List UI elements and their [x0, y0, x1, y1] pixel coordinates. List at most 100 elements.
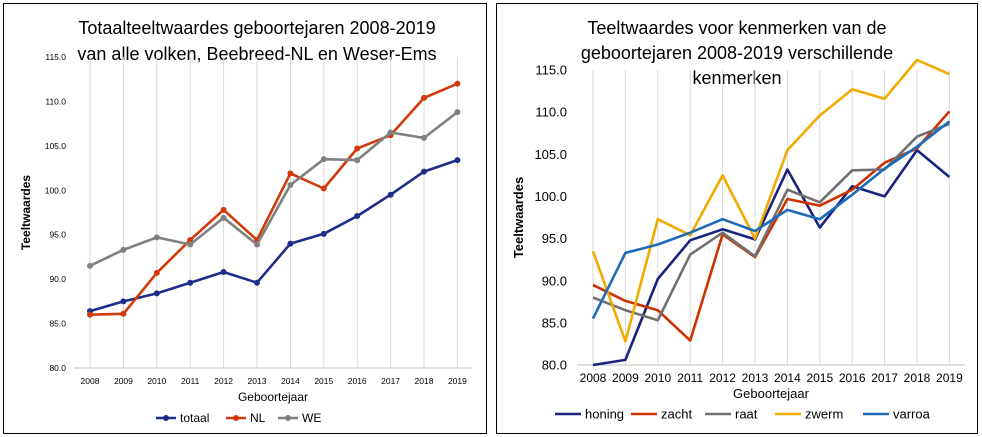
data-point-WE	[454, 109, 461, 116]
y-tick-label: 90.0	[49, 274, 66, 284]
x-axis-label: Geboortejaar	[238, 390, 308, 404]
x-tick-label: 2017	[871, 371, 898, 385]
data-point-WE	[87, 262, 93, 269]
y-tick-label: 115.0	[535, 63, 567, 78]
legend-label-honing: honing	[585, 407, 624, 422]
y-tick-label: 80.0	[49, 363, 66, 373]
data-point-totaal	[120, 298, 127, 305]
legend-label-NL: NL	[250, 411, 266, 425]
y-tick-label: 105.0	[45, 141, 67, 151]
y-tick-label: 100.0	[45, 185, 67, 195]
data-point-totaal	[153, 290, 160, 297]
x-tick-label: 2008	[81, 376, 100, 386]
data-point-totaal	[320, 230, 327, 237]
series-line-zacht	[592, 110, 951, 342]
x-tick-label: 2010	[644, 371, 671, 385]
line-chart-traits: Teeltwaardes voor kenmerken van de geboor…	[511, 18, 965, 422]
data-point-NL	[354, 145, 361, 152]
data-point-totaal	[421, 168, 427, 175]
x-tick-label: 2013	[742, 371, 769, 385]
data-point-WE	[120, 246, 127, 253]
y-axis-label: Teeltwaardes	[511, 177, 526, 258]
data-point-NL	[421, 94, 427, 101]
x-tick-label: 2014	[774, 371, 801, 385]
x-tick-label: 2009	[612, 371, 639, 385]
x-tick-label: 2015	[806, 371, 833, 385]
y-tick-label: 95.0	[542, 231, 567, 246]
y-tick-label: 105.0	[534, 147, 567, 162]
x-tick-label: 2018	[415, 376, 434, 386]
data-point-NL	[454, 80, 461, 87]
data-point-NL	[87, 311, 93, 318]
chart-title-line: van alle volken, Beebreed-NL en Weser-Em…	[77, 44, 436, 64]
y-tick-label: 100.0	[534, 189, 567, 204]
data-point-totaal	[287, 240, 294, 247]
data-point-NL	[287, 170, 294, 177]
legend-marker-WE	[285, 415, 291, 421]
x-tick-label: 2018	[904, 371, 931, 385]
x-axis-label: Geboortejaar	[733, 386, 810, 401]
chart-title-line: geboortejaren 2008-2019 verschillende	[581, 43, 893, 63]
x-tick-label: 2019	[936, 371, 963, 385]
x-tick-label: 2009	[114, 376, 133, 386]
chart-title-line: Totaalteeltwaardes geboortejaren 2008-20…	[78, 18, 435, 38]
y-tick-label: 85.0	[542, 315, 567, 330]
x-tick-label: 2017	[381, 376, 400, 386]
data-point-WE	[421, 134, 427, 141]
series-line-totaal	[89, 158, 458, 313]
y-tick-label: 95.0	[49, 230, 66, 240]
data-point-totaal	[454, 157, 461, 164]
data-point-WE	[320, 156, 327, 163]
data-point-WE	[220, 214, 227, 221]
data-point-WE	[254, 241, 260, 248]
data-point-NL	[120, 310, 127, 317]
x-tick-label: 2008	[580, 371, 607, 385]
series-line-varroa	[591, 120, 951, 320]
series-line-WE	[89, 111, 459, 267]
legend-label-zwerm: zwerm	[805, 407, 843, 422]
x-tick-label: 2013	[248, 376, 267, 386]
x-tick-label: 2012	[709, 371, 736, 385]
legend-marker-NL	[233, 415, 239, 421]
data-point-WE	[354, 157, 361, 164]
series-line-honing	[592, 148, 951, 367]
legend-label-varroa: varroa	[893, 407, 931, 422]
y-axis-label: Teeltwaardes	[19, 175, 33, 250]
data-point-totaal	[187, 279, 194, 286]
legend-label-totaal: totaal	[180, 411, 209, 425]
legend-label-WE: WE	[302, 411, 321, 425]
data-point-totaal	[354, 213, 361, 220]
chart-title-line: Teeltwaardes voor kenmerken van de	[587, 18, 886, 38]
data-point-NL	[153, 269, 160, 276]
y-tick-label: 110.0	[45, 96, 66, 106]
legend-label-zacht: zacht	[661, 407, 692, 422]
x-tick-label: 2014	[281, 376, 300, 386]
y-tick-label: 90.0	[542, 273, 567, 288]
data-point-WE	[153, 234, 160, 241]
y-tick-label: 110.0	[535, 105, 567, 120]
data-point-totaal	[254, 279, 260, 286]
y-tick-label: 80.0	[542, 358, 567, 373]
chart-panel-left: Totaalteeltwaardes geboortejaren 2008-20…	[3, 3, 487, 434]
data-point-WE	[387, 129, 394, 136]
legend-marker-totaal	[163, 415, 169, 421]
x-tick-label: 2012	[214, 376, 233, 386]
data-point-totaal	[387, 191, 394, 198]
data-point-NL	[187, 237, 194, 244]
x-tick-label: 2010	[147, 376, 166, 386]
line-chart-total: Totaalteeltwaardes geboortejaren 2008-20…	[19, 18, 472, 425]
data-point-NL	[320, 185, 327, 192]
series-line-NL	[89, 82, 458, 316]
data-point-WE	[287, 181, 294, 188]
legend-label-raat: raat	[735, 407, 758, 422]
x-tick-label: 2016	[348, 376, 367, 386]
x-tick-label: 2019	[448, 376, 467, 386]
chart-panel-right: Teeltwaardes voor kenmerken van de geboor…	[496, 3, 978, 434]
chart-title-line: kenmerken	[692, 68, 781, 88]
data-point-totaal	[220, 269, 227, 276]
x-tick-label: 2015	[314, 376, 333, 386]
y-tick-label: 85.0	[49, 319, 66, 329]
x-tick-label: 2016	[839, 371, 866, 385]
series-line-raat	[592, 122, 950, 322]
x-tick-label: 2011	[677, 371, 703, 385]
